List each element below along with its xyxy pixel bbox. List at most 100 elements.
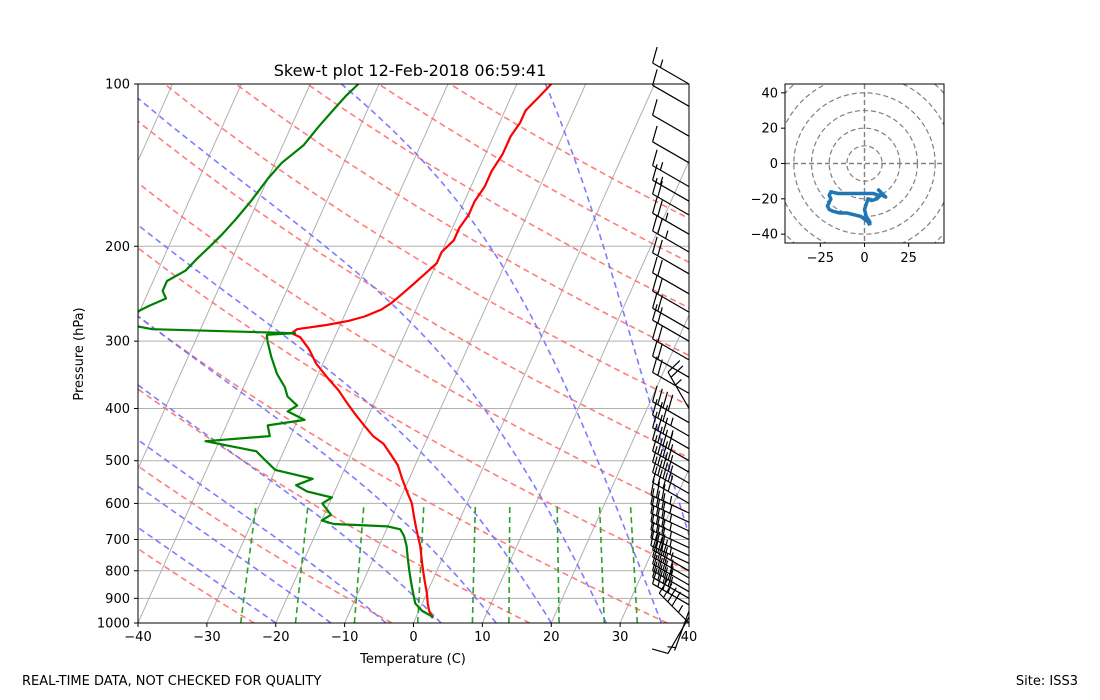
- moist-adiabat: [138, 224, 552, 623]
- hodograph-y-label: 20: [761, 122, 778, 137]
- wind-barb: [667, 610, 690, 651]
- hodograph-x-label: 25: [900, 251, 917, 266]
- y-tick-label: 500: [105, 454, 130, 469]
- x-tick-label: 10: [474, 630, 491, 645]
- wind-barb: [652, 322, 690, 361]
- wind-barb: [652, 304, 690, 342]
- skewt-profiles: [138, 84, 553, 619]
- y-tick-label: 600: [105, 497, 130, 512]
- wind-barb: [667, 360, 690, 409]
- y-tick-label: 800: [105, 564, 130, 579]
- wind-barb: [652, 69, 690, 107]
- x-tick-label: 40: [681, 630, 698, 645]
- x-tick-label: −40: [124, 630, 151, 645]
- skewt-frame: [137, 83, 690, 624]
- isotherm-line: [481, 159, 689, 623]
- hodograph-y-label: 0: [770, 157, 778, 172]
- wind-barb: [652, 533, 690, 572]
- dry-adiabat: [138, 181, 689, 514]
- moist-adiabat: [544, 84, 689, 538]
- hodograph-panel: −25 0 25 40 20 0 −20 −40: [751, 83, 945, 266]
- dry-adiabat: [138, 120, 689, 459]
- mixing-ratio-line: [598, 503, 606, 623]
- isotherm-line: [688, 621, 689, 623]
- quality-disclaimer: REAL-TIME DATA, NOT CHECKED FOR QUALITY: [22, 674, 322, 689]
- moist-adiabat: [138, 383, 442, 623]
- wind-barb: [652, 236, 690, 275]
- y-tick-label: 700: [105, 533, 130, 548]
- wind-barb: [652, 177, 690, 216]
- dry-adiabat: [235, 84, 689, 357]
- wind-barb: [652, 340, 690, 378]
- dry-adiabat: [138, 465, 393, 623]
- x-axis-ticks: −40 −30 −20 −10 0 10 20 30 40: [124, 623, 697, 645]
- x-tick-label: 0: [409, 630, 417, 645]
- isotherm-line: [0, 84, 35, 623]
- wind-barb: [652, 149, 690, 188]
- wind-barb: [652, 547, 690, 586]
- wind-barb: [652, 435, 690, 473]
- wind-barb: [652, 356, 690, 394]
- isotherm-line: [275, 84, 518, 623]
- y-tick-label: 900: [105, 592, 130, 607]
- wind-barb: [650, 478, 690, 514]
- chart-title: Skew-t plot 12-Feb-2018 06:59:41: [274, 61, 547, 80]
- wind-barb: [652, 214, 690, 253]
- mixing-ratio-line: [471, 503, 477, 623]
- temperature-profile: [290, 84, 553, 619]
- wind-barb: [652, 456, 690, 495]
- y-axis-label: Pressure (hPa): [72, 307, 87, 400]
- isotherm-line: [550, 313, 689, 623]
- hodograph-y-label: −40: [751, 228, 778, 243]
- y-tick-label: 400: [105, 402, 130, 417]
- wind-barb: [652, 99, 690, 137]
- hodograph-ticks: −25 0 25 40 20 0 −20 −40: [751, 86, 917, 266]
- mixing-ratio-line: [294, 503, 309, 623]
- hodograph-trace: [825, 188, 888, 227]
- wind-barb: [650, 529, 690, 564]
- dry-adiabat: [138, 246, 689, 573]
- isotherm-line: [138, 84, 380, 623]
- moist-adiabat: [138, 315, 497, 623]
- wind-barb: [652, 125, 690, 164]
- x-axis-label: Temperature (C): [359, 652, 466, 667]
- wind-barb: [652, 540, 690, 579]
- dewpoint-profile: [138, 84, 434, 619]
- y-axis-ticks: 100 200 300 400 500 600 700 800 900 1000: [97, 78, 138, 632]
- hodograph-y-label: −20: [751, 192, 778, 207]
- y-tick-label: 200: [105, 240, 130, 255]
- moist-adiabat: [138, 485, 332, 623]
- wind-barb: [652, 46, 690, 85]
- hodograph-x-label: 0: [860, 251, 868, 266]
- wind-barb: [652, 399, 690, 437]
- moist-adiabat: [340, 84, 663, 623]
- dry-adiabat: [164, 84, 689, 407]
- wind-barb: [652, 423, 690, 462]
- isotherm-line: [138, 84, 311, 471]
- skewt-gridlines: [0, 84, 689, 623]
- moist-adiabat: [138, 438, 387, 623]
- mixing-ratio-line: [629, 503, 639, 623]
- isotherm-line: [206, 84, 449, 623]
- mixing-ratio-line: [353, 503, 365, 623]
- dry-adiabat: [0, 84, 116, 623]
- hodograph-grid: [785, 84, 944, 243]
- wind-barbs: [650, 46, 690, 654]
- y-tick-label: 1000: [97, 617, 130, 632]
- x-tick-label: −30: [193, 630, 220, 645]
- site-label: Site: ISS3: [1015, 674, 1078, 689]
- dry-adiabat: [306, 84, 689, 309]
- hodograph-y-label: 40: [761, 86, 778, 101]
- hodograph-x-label: −25: [807, 251, 834, 266]
- moist-adiabat: [138, 97, 608, 623]
- y-tick-label: 100: [105, 78, 130, 93]
- x-tick-label: 20: [543, 630, 560, 645]
- skewt-panel: Skew-t plot 12-Feb-2018 06:59:41 −40 −30 −…: [0, 46, 697, 667]
- x-tick-label: −10: [331, 630, 358, 645]
- wind-barb: [652, 292, 690, 330]
- dry-adiabat: [138, 547, 255, 623]
- wind-barb: [652, 446, 690, 484]
- wind-barb: [652, 567, 690, 606]
- isotherm-line: [138, 84, 242, 317]
- isotherm-line: [413, 84, 656, 623]
